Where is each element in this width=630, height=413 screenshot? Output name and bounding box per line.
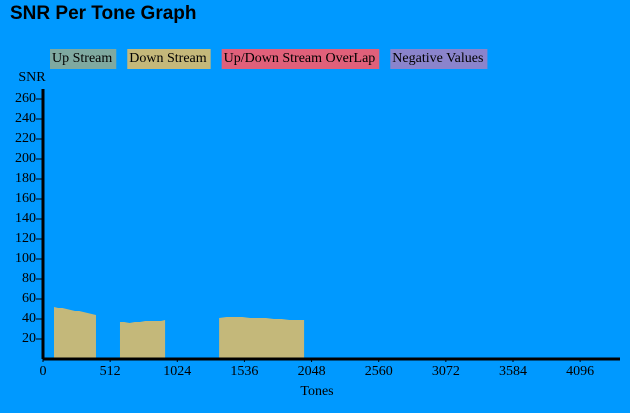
x-tick-label: 1024 [163,364,191,379]
x-axis-label: Tones [300,384,333,399]
y-tick-label: 220 [15,131,36,146]
y-tick-label: 80 [22,271,36,286]
y-axis-label: SNR [18,70,46,85]
legend-label: Down Stream [129,51,206,66]
y-tick-label: 140 [15,211,36,226]
legend-swatch [50,49,117,69]
legend-swatch [390,49,488,69]
x-tick-label: 512 [100,364,121,379]
y-tick-label: 200 [15,151,36,166]
x-tick-label: 2560 [365,364,393,379]
snr-area [119,320,166,359]
legend-swatch [127,49,211,69]
y-tick-label: 20 [22,331,36,346]
legend-label: Negative Values [392,51,483,66]
y-tick-label: 120 [15,231,36,246]
x-tick-label: 2048 [298,364,326,379]
snr-area [54,307,96,359]
y-tick-label: 100 [15,251,36,266]
y-tick-label: 240 [15,111,36,126]
y-tick-label: 40 [22,311,36,326]
x-tick-label: 0 [40,364,47,379]
y-tick-label: 60 [22,291,36,306]
y-tick-label: 180 [15,171,36,186]
legend-swatch [221,49,380,69]
snr-area [219,317,305,359]
chart-title: SNR Per Tone Graph [10,3,197,24]
x-tick-label: 3584 [499,364,527,379]
x-tick-label: 4096 [566,364,594,379]
legend-label: Up/Down Stream OverLap [224,51,376,66]
y-tick-label: 160 [15,191,36,206]
x-tick-label: 1536 [230,364,258,379]
x-tick-label: 3072 [432,364,460,379]
legend-label: Up Stream [52,51,112,66]
y-tick-label: 260 [15,91,36,106]
